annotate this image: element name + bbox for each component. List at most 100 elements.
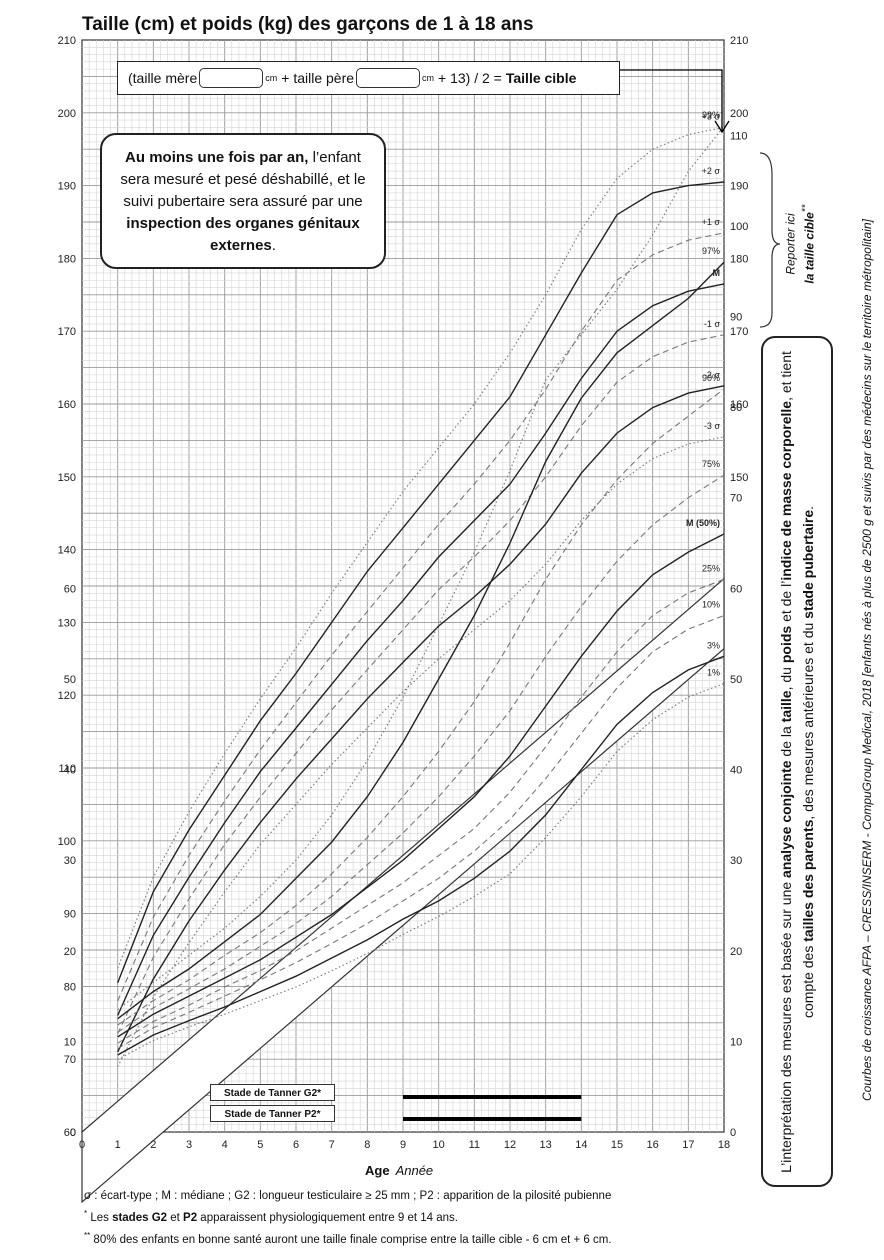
weight-tick-label: 40 [64,765,76,777]
age-tick-label: 15 [611,1139,623,1151]
footnote-legend: σ : écart-type ; M : médiane ; G2 : long… [84,1190,612,1202]
weight-curve-label: 75% [702,459,720,469]
weight-curve [117,474,725,1033]
weight-tick-label: 60 [64,583,76,595]
height-curve-label: +1 σ [702,217,721,227]
height-tick-label: 190 [58,181,76,193]
height-tick-label: 130 [58,617,76,629]
height-curve-label: M [713,268,721,278]
height-tick-label: 80 [64,981,76,993]
age-tick-label: 12 [504,1139,516,1151]
weight-curve-label: 1% [707,667,720,677]
height-tick-label-right: 160 [730,399,748,411]
height-curve [117,181,725,984]
interpretation-box: L’interprétation des mesures est basée s… [761,336,833,1187]
weight-curve [117,388,725,1026]
formula-mother-label: (taille mère [128,70,198,86]
formula-father-label: + taille père [281,70,355,86]
tanner-p2-label: Stade de Tanner P2* [210,1105,335,1122]
age-tick-label: 6 [293,1139,299,1151]
target-range-brace [759,152,781,328]
weight-curve-label: M (50%) [686,518,720,528]
height-curve-label: -1 σ [704,319,721,329]
x-axis-unit: Année [395,1163,434,1178]
weight-tick-label-right: 0 [730,1127,736,1139]
weight-tick-label-right: 80 [730,402,742,414]
height-tick-label-right: 200 [730,108,748,120]
height-tick-label: 120 [58,690,76,702]
notice-text: l’enfant sera mesuré et pesé déshabillé,… [120,149,366,210]
age-tick-label: 14 [575,1139,587,1151]
age-tick-label: 4 [222,1139,228,1151]
age-tick-label: 3 [186,1139,192,1151]
age-tick-label: 7 [329,1139,335,1151]
weight-curve [117,533,725,1038]
weight-tick-label-right: 50 [730,674,742,686]
height-tick-label-right: 150 [730,472,748,484]
x-axis-label: Age [365,1163,390,1178]
weight-tick-label: 50 [64,674,76,686]
height-tick-label: 70 [64,1054,76,1066]
age-tick-label: 9 [400,1139,406,1151]
weight-curve-label: 10% [702,600,720,610]
father-height-field[interactable] [356,68,421,88]
height-tick-label: 170 [58,326,76,338]
height-tick-label: 200 [58,108,76,120]
target-height-formula: (taille mère cm + taille père cm + 13) /… [117,61,620,95]
weight-curve-label: 25% [702,563,720,573]
age-tick-label: 5 [257,1139,263,1151]
weight-tick-label-right: 60 [730,583,742,595]
height-tick-label: 60 [64,1127,76,1139]
mother-height-field[interactable] [199,68,264,88]
age-tick-label: 0 [79,1139,85,1151]
height-tick-label: 210 [58,35,76,47]
weight-curve-label: 90% [702,373,720,383]
formula-unit-cm: cm [265,73,278,83]
chart-grid [81,39,725,1133]
height-curve-label: +3 σ [702,111,721,121]
separator-band [81,577,725,1204]
notice-bold: Au moins une fois par an, [125,149,309,166]
weight-tick-label: 30 [64,855,76,867]
height-tick-label: 110 [58,763,76,775]
weight-tick-label-right: 110 [730,130,748,142]
chart-annotations [403,69,781,1121]
report-line2: la taille cible [802,212,817,284]
age-tick-label: 18 [718,1139,730,1151]
height-tick-label: 100 [58,836,76,848]
height-curve [117,283,725,1016]
footnote-tanner: * Les stades G2 et P2 apparaissent physi… [84,1209,458,1224]
height-curve-label: -3 σ [704,421,721,431]
age-tick-label: 1 [115,1139,121,1151]
weight-curve-label: 99% [702,110,720,120]
weight-curve [117,614,725,1050]
weight-curve [117,578,725,1044]
height-curve [117,334,725,1034]
weight-tick-label: 10 [64,1036,76,1048]
target-arrowhead [714,120,730,134]
tanner-g2-label: Stade de Tanner G2* [210,1084,335,1101]
height-tick-label-right: 190 [730,181,748,193]
weight-curve [117,261,725,1020]
weight-tick-label: 0 [70,1127,76,1139]
weight-tick-label-right: 90 [730,312,742,324]
age-tick-label: 2 [150,1139,156,1151]
height-tick-label-right: 210 [730,35,748,47]
weight-tick-label-right: 30 [730,855,742,867]
age-tick-label: 10 [433,1139,445,1151]
weight-curve-label: 97% [702,246,720,256]
weight-tick-label-right: 40 [730,765,742,777]
height-tick-label-right: 180 [730,253,748,265]
target-arrow-line [620,69,723,132]
annual-measurement-notice: Au moins une fois par an, l’enfant sera … [100,133,386,269]
axis-separator-band [81,577,725,1204]
weight-tick-label-right: 10 [730,1036,742,1048]
age-tick-label: 13 [540,1139,552,1151]
age-tick-label: 8 [364,1139,370,1151]
age-tick-label: 17 [682,1139,694,1151]
height-tick-label: 150 [58,472,76,484]
age-tick-label: 11 [469,1139,480,1151]
height-tick-label: 140 [58,545,76,557]
